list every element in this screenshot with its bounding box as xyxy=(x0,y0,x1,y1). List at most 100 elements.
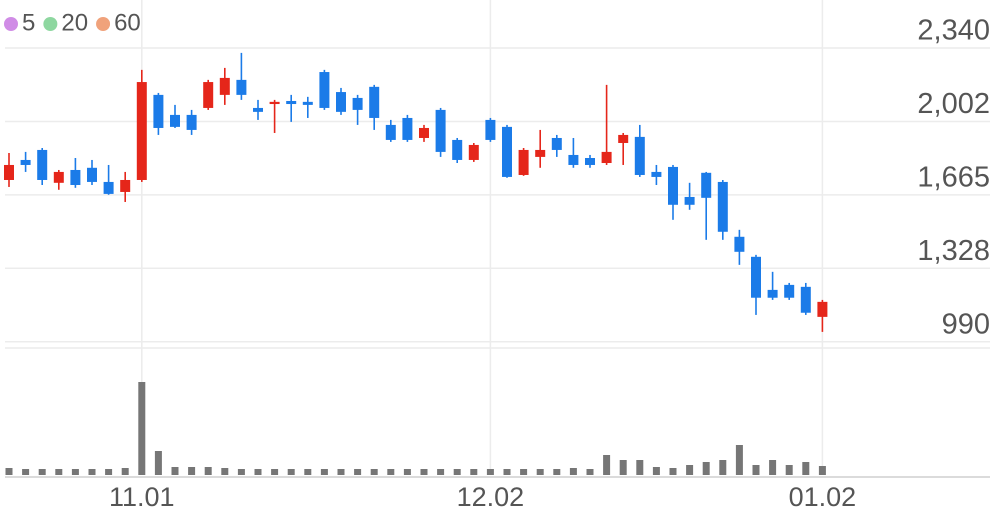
volume-bar xyxy=(586,469,594,475)
candle-body xyxy=(385,124,396,140)
volume-bar xyxy=(735,445,743,475)
candle-body xyxy=(136,82,147,180)
volume-bar xyxy=(22,469,30,475)
candle-body xyxy=(784,284,795,298)
candle-body xyxy=(717,181,728,232)
candle-body xyxy=(319,72,330,108)
volume-bar xyxy=(553,469,561,475)
candle-body xyxy=(153,94,164,128)
y-tick-label: 1,665 xyxy=(917,162,990,194)
candle-body xyxy=(402,117,413,140)
volume-bar xyxy=(503,469,511,475)
volume-bar xyxy=(719,460,727,475)
candle-body xyxy=(336,92,346,112)
volume-bar xyxy=(304,469,312,475)
candle-body xyxy=(37,149,48,180)
candle-body xyxy=(419,127,429,138)
y-tick-label: 990 xyxy=(942,308,990,340)
volume-bar xyxy=(652,467,660,475)
legend-label: 5 xyxy=(22,9,35,36)
candle-body xyxy=(468,144,479,160)
volume-bar xyxy=(71,469,79,475)
candle-body xyxy=(751,256,761,298)
candle-body xyxy=(236,79,247,95)
volume-bar xyxy=(818,466,826,475)
candle-body xyxy=(269,101,280,105)
candle-body xyxy=(651,171,662,177)
volume-bar xyxy=(370,469,378,475)
volume-bar xyxy=(38,469,46,475)
candle-body xyxy=(286,100,297,105)
y-tick-label: 1,328 xyxy=(917,235,990,267)
candle-body xyxy=(634,136,645,175)
volume-bar xyxy=(204,467,212,475)
candle-body xyxy=(767,289,778,298)
x-tick-label: 11.01 xyxy=(109,482,175,512)
volume-bar xyxy=(237,469,245,475)
candle-body xyxy=(219,77,230,95)
legend: 5 20 60 xyxy=(4,9,141,36)
candle-body xyxy=(435,109,446,152)
candle-body xyxy=(618,134,629,143)
candle-body xyxy=(817,301,828,317)
legend-marker xyxy=(4,17,18,31)
volume-bar xyxy=(387,469,395,475)
candle-body xyxy=(170,114,180,127)
legend-label: 20 xyxy=(61,9,88,36)
candle-body xyxy=(302,101,313,105)
volume-bar xyxy=(121,468,129,475)
legend-marker xyxy=(96,17,111,31)
volume-bar xyxy=(785,465,793,475)
candle-body xyxy=(518,149,529,175)
volume-bar xyxy=(171,467,179,475)
candle-body xyxy=(800,286,811,313)
volume-bar xyxy=(669,468,677,475)
volume-bar xyxy=(603,455,611,475)
candle-body xyxy=(20,159,31,165)
candle-body xyxy=(53,171,64,183)
candle-body xyxy=(120,179,131,192)
volume-bar xyxy=(769,460,777,475)
volume-bar xyxy=(802,462,810,475)
candle-body xyxy=(253,107,263,112)
candle-body xyxy=(369,86,380,118)
candle-body xyxy=(352,97,363,110)
legend-label: 60 xyxy=(114,9,141,36)
volume-bar xyxy=(354,469,362,475)
candle-body xyxy=(70,169,81,185)
volume-bar xyxy=(619,460,627,475)
volume-bar xyxy=(520,469,528,475)
volume-bar xyxy=(470,469,478,475)
volume-bar xyxy=(536,469,544,475)
candle-body xyxy=(485,119,496,140)
volume-bar xyxy=(55,469,63,475)
volume-bar xyxy=(420,469,428,475)
x-tick-label: 12.02 xyxy=(457,482,525,512)
candle-body xyxy=(568,154,579,165)
candle-body xyxy=(701,172,712,198)
candle-body xyxy=(452,139,463,160)
candle-body xyxy=(551,137,562,150)
volume-bar xyxy=(486,469,494,475)
candle-body xyxy=(585,158,595,165)
candle-body xyxy=(186,114,197,130)
volume-bar xyxy=(320,469,328,475)
volume-bar xyxy=(188,467,196,475)
y-tick-label: 2,340 xyxy=(917,15,990,47)
volume-bar xyxy=(752,465,760,475)
volume-bar xyxy=(337,469,345,475)
volume-bar xyxy=(403,469,411,475)
volume-bar xyxy=(138,382,146,475)
volume-bar xyxy=(686,465,694,475)
candle-body xyxy=(502,126,512,177)
candle-body xyxy=(87,167,97,182)
x-tick-label: 01.02 xyxy=(789,482,857,512)
legend-marker xyxy=(43,17,58,31)
volume-bar xyxy=(636,460,644,475)
volume-bar xyxy=(105,469,113,475)
volume-bar xyxy=(569,468,577,475)
volume-bar xyxy=(453,469,461,475)
volume-bar xyxy=(702,462,710,475)
candle-body xyxy=(103,181,114,194)
